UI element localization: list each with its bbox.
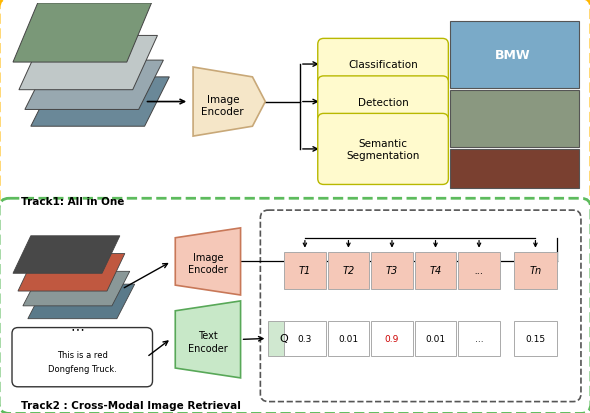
Polygon shape [19,36,158,90]
FancyBboxPatch shape [327,321,369,356]
Text: Encoder: Encoder [188,265,228,275]
FancyBboxPatch shape [514,252,557,290]
Text: T2: T2 [342,266,355,275]
Polygon shape [13,236,120,274]
Text: ...: ... [475,334,483,343]
Text: Semantic
Segmentation: Semantic Segmentation [346,139,419,160]
Text: ...: ... [474,266,484,275]
Text: Classification: Classification [348,60,418,70]
Text: T4: T4 [430,266,442,275]
Text: Detection: Detection [358,97,408,107]
Text: This is a red: This is a red [57,350,108,359]
FancyBboxPatch shape [23,335,122,369]
Polygon shape [25,61,163,110]
Text: 0.9: 0.9 [385,334,399,343]
Text: 0.15: 0.15 [525,334,546,343]
Text: Encoder: Encoder [188,344,228,354]
Text: Tn: Tn [529,266,542,275]
Text: Q: Q [280,334,289,344]
Text: Image: Image [193,252,223,262]
FancyBboxPatch shape [514,321,557,356]
FancyBboxPatch shape [0,0,590,211]
Text: 0.01: 0.01 [339,334,359,343]
Text: ⋯: ⋯ [70,322,84,336]
FancyBboxPatch shape [0,199,590,413]
Text: Text: Text [198,331,218,341]
Text: Dongfeng Truck.: Dongfeng Truck. [48,364,117,373]
FancyBboxPatch shape [318,114,448,185]
FancyBboxPatch shape [318,77,448,128]
Polygon shape [23,272,130,306]
Text: BMW: BMW [495,49,530,62]
FancyBboxPatch shape [458,321,500,356]
Polygon shape [193,68,266,137]
FancyBboxPatch shape [371,252,413,290]
Polygon shape [28,285,135,319]
FancyBboxPatch shape [371,321,413,356]
Polygon shape [13,4,152,63]
Text: Encoder: Encoder [201,107,244,117]
Polygon shape [31,78,169,127]
FancyBboxPatch shape [12,328,152,387]
Text: T3: T3 [386,266,398,275]
Polygon shape [175,228,241,295]
Text: 0.01: 0.01 [425,334,445,343]
FancyBboxPatch shape [450,150,579,189]
FancyBboxPatch shape [260,211,581,401]
FancyBboxPatch shape [415,252,456,290]
FancyBboxPatch shape [415,321,456,356]
Text: Track2 : Cross-Modal Image Retrieval: Track2 : Cross-Modal Image Retrieval [21,400,241,410]
Polygon shape [18,254,125,291]
FancyBboxPatch shape [450,90,579,147]
Text: Track1: All in One: Track1: All in One [21,197,124,207]
FancyBboxPatch shape [318,39,448,90]
FancyBboxPatch shape [268,321,300,356]
Text: Image: Image [206,94,239,104]
FancyBboxPatch shape [458,252,500,290]
Text: 0.3: 0.3 [298,334,312,343]
FancyBboxPatch shape [327,252,369,290]
FancyBboxPatch shape [284,321,326,356]
Polygon shape [175,301,241,378]
FancyBboxPatch shape [284,252,326,290]
Text: T1: T1 [299,266,311,275]
FancyBboxPatch shape [450,21,579,88]
